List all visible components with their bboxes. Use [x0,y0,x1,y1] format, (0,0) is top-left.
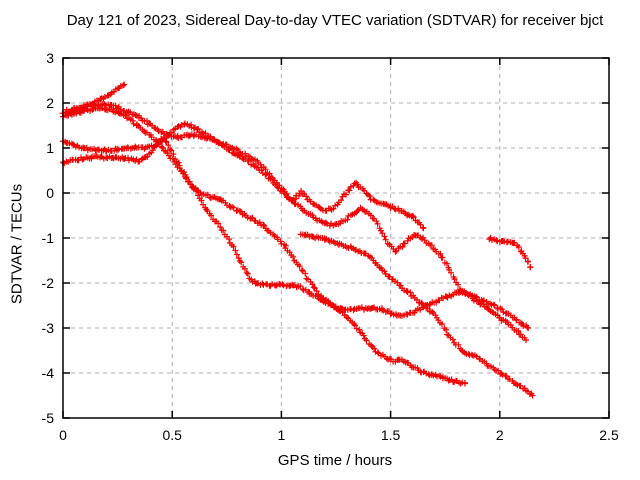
arc-lower [59,134,529,344]
y-tick-label: 1 [46,140,54,156]
chart-title: Day 121 of 2023, Sidereal Day-to-day VTE… [66,12,604,29]
x-tick-label: 1 [278,427,286,443]
x-axis-label: GPS time / hours [277,452,393,469]
x-tick-label: 1.5 [381,427,401,443]
y-tick-label: 2 [46,95,54,111]
y-tick-label: -1 [42,230,55,246]
x-tick-label: 2 [496,427,504,443]
arc-hook [486,234,534,271]
y-axis-label: SDTVAR / TECUs [8,183,26,305]
x-tick-label: 0.5 [162,427,182,443]
y-tick-label: 3 [46,50,54,66]
x-tick-label: 2.5 [599,427,619,443]
y-tick-label: -4 [42,365,55,381]
y-tick-label: -2 [42,275,55,291]
y-tick-label: -3 [42,320,55,336]
x-tick-label: 0 [59,427,67,443]
arc-late [297,231,536,399]
y-tick-label: 0 [46,185,54,201]
y-tick-label: -5 [42,410,55,426]
grid-lines [63,58,609,418]
arc-mid [59,120,532,331]
plot-border [62,57,610,419]
